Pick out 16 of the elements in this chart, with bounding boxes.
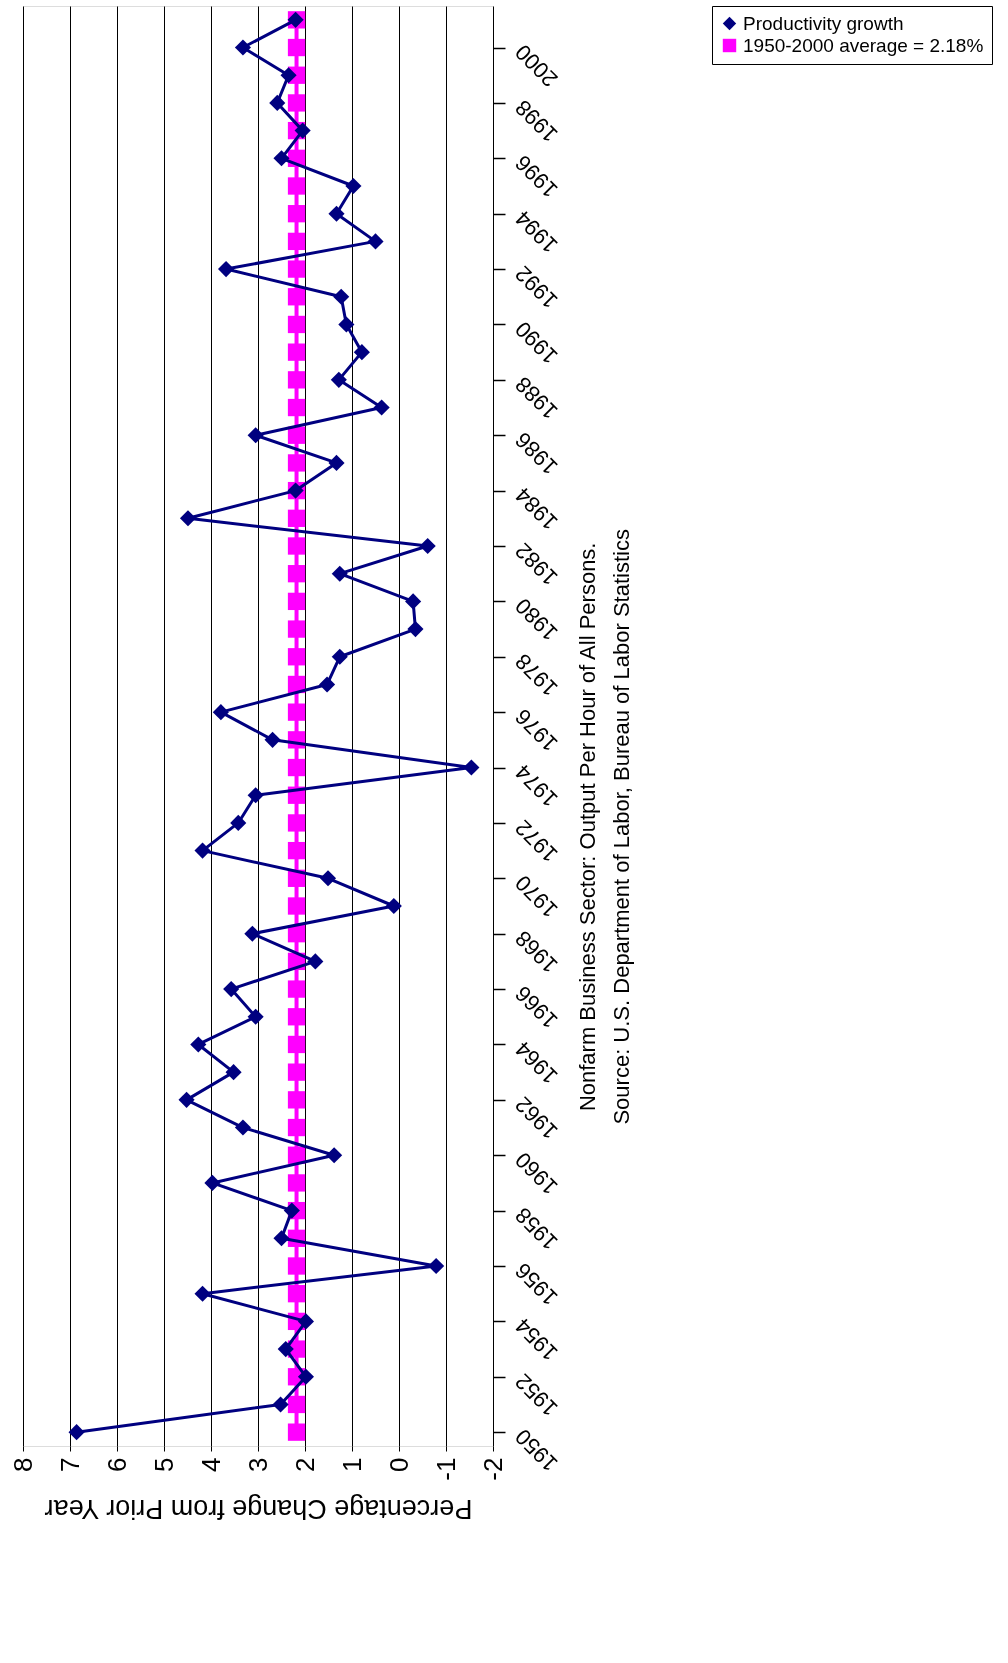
x-tick-label: 1 — [336, 1457, 367, 1472]
x-tick-label: 4 — [195, 1457, 226, 1472]
x-tick-label: 6 — [101, 1457, 132, 1472]
x-tick-label: 8 — [7, 1457, 38, 1472]
x-tick-label: 5 — [148, 1457, 179, 1472]
source-note: Source: U.S. Department of Labor, Bureau of Labor Statistics — [609, 529, 634, 1125]
x-tick-label: 3 — [242, 1457, 273, 1472]
x-tick-label: 0 — [383, 1457, 414, 1472]
x-tick-label: -1 — [430, 1457, 461, 1481]
text: Nonfarm Business Sector: Output Per Hour of All Persons. — [575, 542, 600, 1112]
x-axis-title: Percentage Change from Prior Year — [44, 1493, 473, 1524]
x-tick-label: 2 — [289, 1457, 320, 1472]
legend-label: Productivity growth — [743, 12, 904, 34]
x-tick-label: -2 — [477, 1457, 508, 1481]
legend-label: 1950-2000 average = 2.18% — [743, 34, 984, 56]
x-tick-label: 7 — [54, 1457, 85, 1472]
